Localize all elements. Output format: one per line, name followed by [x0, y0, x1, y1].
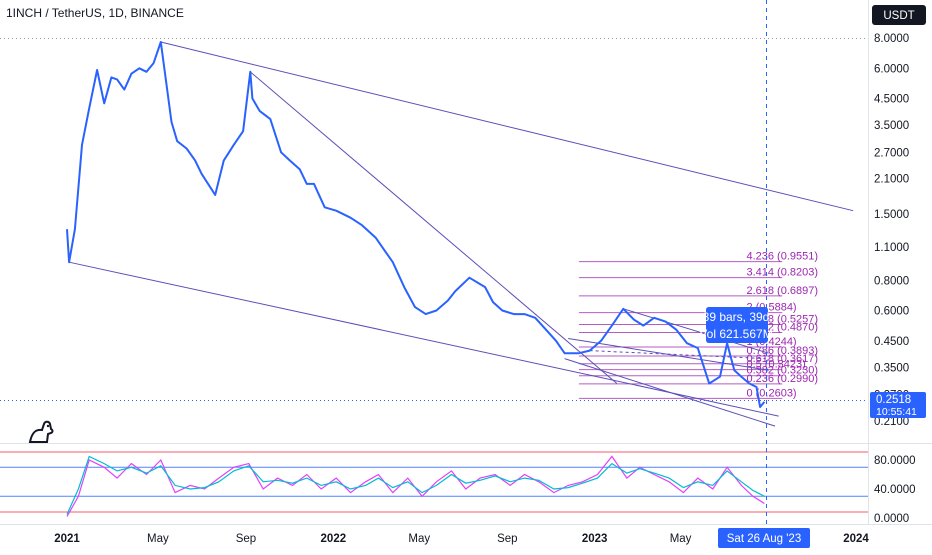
- trendline: [69, 261, 779, 417]
- fib-level-label: 0 (0.2603): [746, 387, 796, 399]
- current-price-tag: 0.2518 10:55:41: [870, 392, 926, 418]
- trendline: [589, 350, 766, 360]
- price-axis-tick-label: 0.4500: [874, 336, 909, 348]
- time-axis-tick-label: May: [408, 533, 430, 545]
- trendline: [249, 71, 618, 384]
- cursor-date-tag: Sat 26 Aug '23: [718, 528, 810, 548]
- chart-title: 1INCH / TetherUS, 1D, BINANCE: [6, 6, 184, 20]
- fib-level-label: 4.236 (0.9551): [746, 251, 818, 263]
- tooltip-volume: Vol 621.567M: [699, 327, 772, 341]
- price-axis-tick-label: 0.2100: [874, 416, 909, 428]
- time-axis-tick-label: 2021: [54, 533, 80, 545]
- price-axis-tick-label: 2.1000: [874, 174, 909, 186]
- cursor-date-label: Sat 26 Aug '23: [727, 533, 801, 545]
- price-axis-tick-label: 3.5000: [874, 120, 909, 132]
- fib-level-label: 3.414 (0.8203): [746, 267, 818, 279]
- currency-button[interactable]: USDT: [872, 5, 926, 25]
- oscillator-line: [66, 455, 765, 515]
- time-axis-tick-label: Sep: [236, 533, 256, 545]
- price-axis-tick-label: 2.7000: [874, 147, 909, 159]
- price-axis-tick-label: 0.6000: [874, 306, 909, 318]
- bar-countdown: 10:55:41: [876, 406, 917, 418]
- price-line: [66, 41, 766, 408]
- price-line-layer: [66, 41, 766, 408]
- time-axis-tick-label: Sep: [497, 533, 517, 545]
- fib-level-label: 0.382 (0.3230): [746, 365, 818, 377]
- tradingview-logo-icon[interactable]: [28, 420, 54, 443]
- oscillator-axis-tick-label: 40.0000: [874, 484, 916, 496]
- trendline: [564, 358, 776, 427]
- time-axis-tick-label: May: [147, 533, 169, 545]
- tooltip-bars: 39 bars, 39d: [703, 310, 770, 324]
- price-pane: [0, 0, 868, 443]
- time-axis-tick-label: May: [670, 533, 692, 545]
- price-axis-tick-label: 0.3500: [874, 362, 909, 374]
- trendline-layer: [69, 41, 854, 427]
- fib-level-label: 2.618 (0.6897): [746, 285, 818, 297]
- oscillator-layer: [0, 451, 868, 517]
- price-axis-tick-label: 8.0000: [874, 33, 909, 45]
- price-axis-tick-label: 4.5000: [874, 94, 909, 106]
- price-axis-tick-label: 0.8000: [874, 275, 909, 287]
- fib-level-label: 0.786 (0.3893): [746, 345, 818, 357]
- price-axis-tick-label: 6.0000: [874, 63, 909, 75]
- fib-level-label: 0.5 (0.3423): [746, 359, 805, 371]
- measure-tooltip: 39 bars, 39d Vol 621.567M: [699, 307, 773, 343]
- currency-button-label: USDT: [883, 10, 914, 22]
- trendline: [623, 308, 769, 354]
- current-price-value: 0.2518: [876, 394, 911, 406]
- fib-level-label: 0.618 (0.3617): [746, 353, 818, 365]
- time-axis-tick-label: 2022: [321, 533, 347, 545]
- time-axis-tick-label: 2024: [843, 533, 869, 545]
- price-axis-tick-label: 1.1000: [874, 242, 909, 254]
- time-axis-tick-label: 2023: [582, 533, 608, 545]
- oscillator-axis-tick-label: 0.0000: [874, 513, 909, 525]
- fib-level-label: 0.236 (0.2990): [746, 373, 818, 385]
- time-axis-labels: 2021 May Sep 2022 May Sep 2023 May 2024: [54, 533, 869, 545]
- trendline: [160, 41, 854, 212]
- trendline: [568, 338, 769, 371]
- price-axis-tick-label: 1.5000: [874, 209, 909, 221]
- oscillator-axis-tick-label: 80.0000: [874, 455, 916, 467]
